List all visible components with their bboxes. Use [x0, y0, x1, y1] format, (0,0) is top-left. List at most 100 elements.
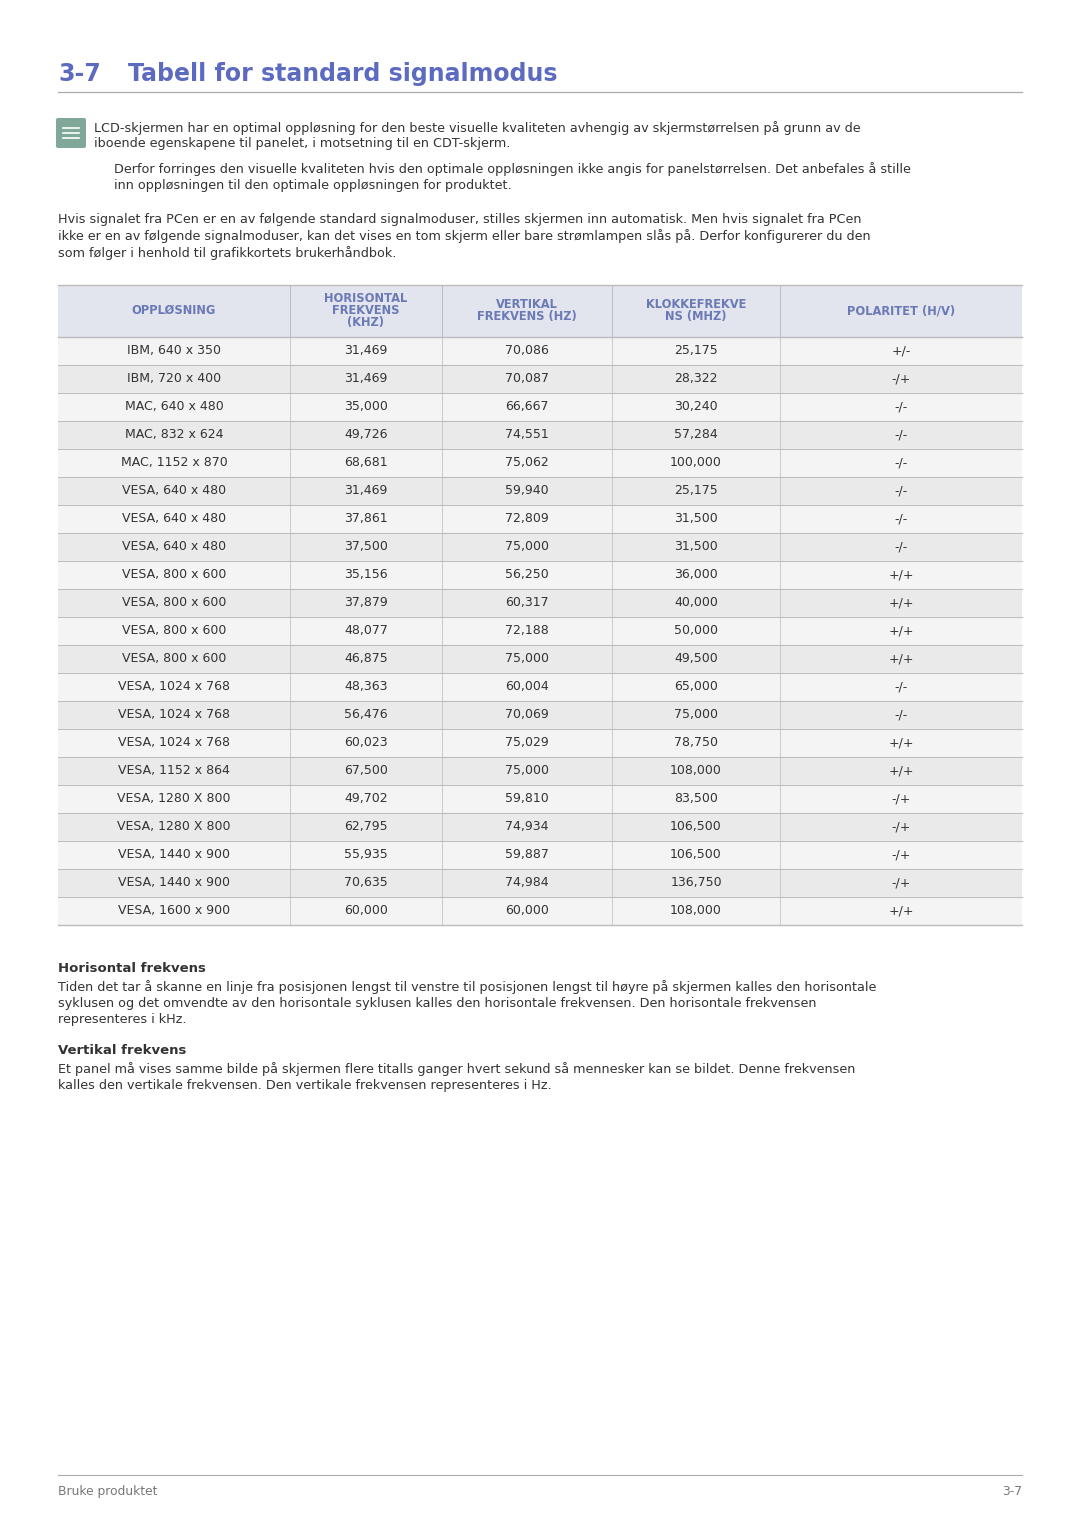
Text: 50,000: 50,000 [674, 625, 718, 637]
Bar [58, 449, 1022, 476]
Text: 48,363: 48,363 [345, 680, 388, 693]
Bar [58, 812, 1022, 840]
Text: 65,000: 65,000 [674, 680, 718, 693]
Text: 75,000: 75,000 [674, 709, 718, 721]
Text: Et panel må vises samme bilde på skjermen flere titalls ganger hvert sekund så m: Et panel må vises samme bilde på skjerme… [58, 1061, 855, 1077]
Text: 35,000: 35,000 [345, 400, 388, 412]
Text: VESA, 1152 x 864: VESA, 1152 x 864 [118, 764, 230, 777]
Text: -/-: -/- [894, 400, 907, 412]
Text: 67,500: 67,500 [345, 764, 388, 777]
Text: 70,086: 70,086 [505, 344, 549, 357]
Text: 49,726: 49,726 [345, 428, 388, 441]
Text: 74,551: 74,551 [505, 428, 549, 441]
Text: 37,500: 37,500 [345, 541, 388, 553]
Text: Tabell for standard signalmodus: Tabell for standard signalmodus [129, 63, 557, 86]
Text: 30,240: 30,240 [674, 400, 718, 412]
Text: 40,000: 40,000 [674, 596, 718, 609]
Text: 31,500: 31,500 [674, 541, 718, 553]
Bar [58, 701, 1022, 728]
Bar [58, 476, 1022, 504]
Text: 49,500: 49,500 [674, 652, 718, 664]
Text: 35,156: 35,156 [345, 568, 388, 580]
Text: VESA, 1024 x 768: VESA, 1024 x 768 [118, 680, 230, 693]
Text: VERTIKAL: VERTIKAL [496, 298, 558, 312]
Text: 46,875: 46,875 [345, 652, 388, 664]
Text: 75,062: 75,062 [505, 457, 549, 469]
Text: VESA, 800 x 600: VESA, 800 x 600 [122, 596, 226, 609]
Text: 56,250: 56,250 [505, 568, 549, 580]
Text: 70,087: 70,087 [505, 373, 549, 385]
Text: MAC, 1152 x 870: MAC, 1152 x 870 [121, 457, 228, 469]
Text: -/-: -/- [894, 680, 907, 693]
Text: 72,809: 72,809 [505, 512, 549, 525]
Text: MAC, 640 x 480: MAC, 640 x 480 [124, 400, 224, 412]
Text: syklusen og det omvendte av den horisontale syklusen kalles den horisontale frek: syklusen og det omvendte av den horisont… [58, 997, 816, 1009]
Bar [58, 533, 1022, 560]
Text: 59,940: 59,940 [505, 484, 549, 496]
Text: KLOKKEFREKVE: KLOKKEFREKVE [646, 298, 746, 312]
Text: -/+: -/+ [891, 793, 910, 805]
Text: -/-: -/- [894, 457, 907, 469]
Text: 57,284: 57,284 [674, 428, 718, 441]
Text: HORISONTAL: HORISONTAL [324, 292, 407, 305]
Text: -/-: -/- [894, 709, 907, 721]
Text: +/+: +/+ [888, 764, 914, 777]
Text: Hvis signalet fra PCen er en av følgende standard signalmoduser, stilles skjerme: Hvis signalet fra PCen er en av følgende… [58, 212, 862, 226]
Bar [58, 785, 1022, 812]
Text: 136,750: 136,750 [671, 876, 721, 889]
Text: 25,175: 25,175 [674, 344, 718, 357]
Bar [58, 420, 1022, 449]
Bar [58, 588, 1022, 617]
Text: +/+: +/+ [888, 736, 914, 750]
Text: 31,469: 31,469 [345, 373, 388, 385]
Bar [58, 504, 1022, 533]
Text: 62,795: 62,795 [345, 820, 388, 834]
Text: +/+: +/+ [888, 625, 914, 637]
Text: 37,861: 37,861 [345, 512, 388, 525]
Text: 36,000: 36,000 [674, 568, 718, 580]
Bar [58, 617, 1022, 644]
Text: kalles den vertikale frekvensen. Den vertikale frekvensen representeres i Hz.: kalles den vertikale frekvensen. Den ver… [58, 1078, 552, 1092]
Text: iboende egenskapene til panelet, i motsetning til en CDT-skjerm.: iboende egenskapene til panelet, i motse… [94, 137, 511, 151]
Text: -/-: -/- [894, 512, 907, 525]
Text: LCD-skjermen har en optimal oppløsning for den beste visuelle kvaliteten avhengi: LCD-skjermen har en optimal oppløsning f… [94, 121, 861, 134]
Text: VESA, 1440 x 900: VESA, 1440 x 900 [118, 847, 230, 861]
Text: -/-: -/- [894, 541, 907, 553]
Text: 31,500: 31,500 [674, 512, 718, 525]
Text: ikke er en av følgende signalmoduser, kan det vises en tom skjerm eller bare str: ikke er en av følgende signalmoduser, ka… [58, 229, 870, 243]
Text: -/+: -/+ [891, 373, 910, 385]
Text: 68,681: 68,681 [345, 457, 388, 469]
Text: VESA, 800 x 600: VESA, 800 x 600 [122, 652, 226, 664]
Text: 75,000: 75,000 [505, 652, 549, 664]
Bar [58, 840, 1022, 869]
Text: 74,984: 74,984 [505, 876, 549, 889]
Text: 75,029: 75,029 [505, 736, 549, 750]
Text: VESA, 800 x 600: VESA, 800 x 600 [122, 625, 226, 637]
Text: 49,702: 49,702 [345, 793, 388, 805]
Text: 3-7: 3-7 [1002, 1484, 1022, 1498]
Text: 78,750: 78,750 [674, 736, 718, 750]
Text: 48,077: 48,077 [345, 625, 388, 637]
Text: Tiden det tar å skanne en linje fra posisjonen lengst til venstre til posisjonen: Tiden det tar å skanne en linje fra posi… [58, 980, 876, 994]
Text: 60,023: 60,023 [345, 736, 388, 750]
Bar [58, 896, 1022, 924]
Text: VESA, 800 x 600: VESA, 800 x 600 [122, 568, 226, 580]
Bar [58, 392, 1022, 420]
Text: VESA, 1280 X 800: VESA, 1280 X 800 [118, 793, 231, 805]
FancyBboxPatch shape [56, 118, 86, 148]
Text: 106,500: 106,500 [670, 847, 721, 861]
Text: 60,000: 60,000 [345, 904, 388, 918]
Bar [58, 869, 1022, 896]
Text: IBM, 720 x 400: IBM, 720 x 400 [127, 373, 221, 385]
Text: 25,175: 25,175 [674, 484, 718, 496]
Text: Vertikal frekvens: Vertikal frekvens [58, 1044, 187, 1057]
Text: +/-: +/- [891, 344, 910, 357]
Text: representeres i kHz.: representeres i kHz. [58, 1014, 187, 1026]
Text: 75,000: 75,000 [505, 541, 549, 553]
Text: -/-: -/- [894, 428, 907, 441]
Text: OPPLØSNING: OPPLØSNING [132, 304, 216, 318]
Text: 72,188: 72,188 [505, 625, 549, 637]
Text: 28,322: 28,322 [674, 373, 718, 385]
Bar [58, 365, 1022, 392]
Text: VESA, 640 x 480: VESA, 640 x 480 [122, 512, 226, 525]
